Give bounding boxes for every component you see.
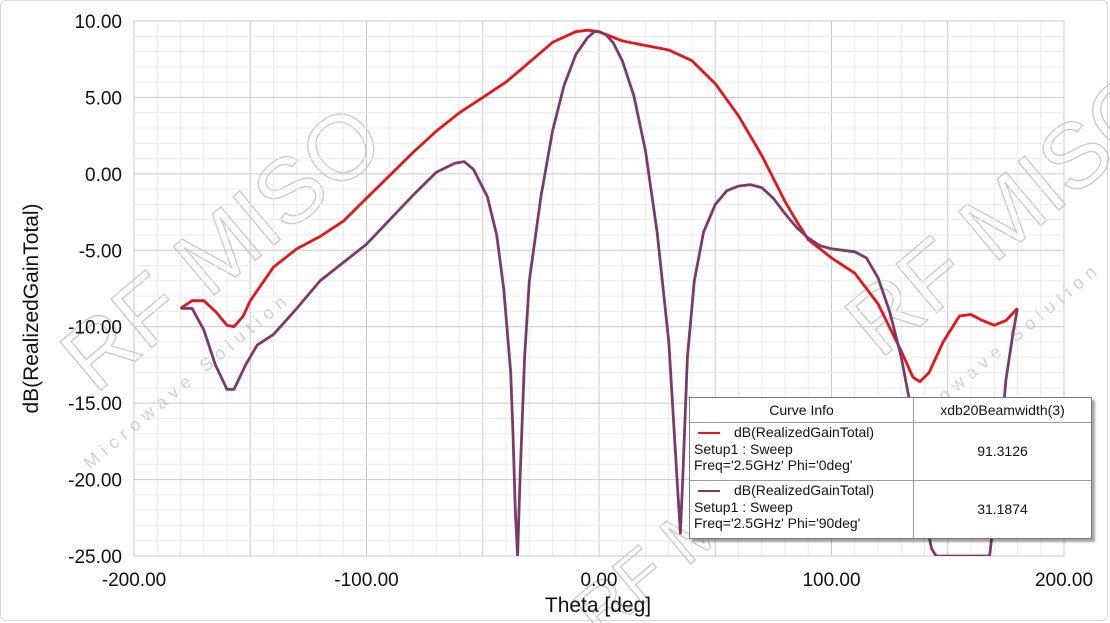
legend-variables: Freq='2.5GHz' Phi='0deg' <box>694 457 853 473</box>
series-line <box>179 28 1019 384</box>
x-tick-label: 200.00 <box>1035 570 1093 591</box>
legend-curve-cell: dB(RealizedGainTotal) Setup1 : Sweep Fre… <box>690 423 914 480</box>
y-tick-label: -25.00 <box>68 547 122 568</box>
y-tick-label: -10.00 <box>68 318 122 339</box>
legend-beamwidth-value: 91.3126 <box>977 443 1028 459</box>
axis-ticks: -200.00 -100.00 0.00 100.00 200.00 10.00 5.00 0… <box>68 12 1093 591</box>
x-tick-label: 0.00 <box>581 570 618 591</box>
legend-header-curve: Curve Info <box>690 398 914 423</box>
legend-swatch <box>698 432 720 434</box>
y-tick-label: 5.00 <box>85 88 122 109</box>
legend-row[interactable]: dB(RealizedGainTotal) Setup1 : Sweep Fre… <box>690 423 1091 481</box>
legend-setup: Setup1 : Sweep <box>694 441 793 457</box>
legend-curve-name: dB(RealizedGainTotal) <box>734 424 875 440</box>
x-axis-title: Theta [deg] <box>545 594 651 617</box>
curve-info-legend[interactable]: Curve Info xdb20Beamwidth(3) dB(Realized… <box>689 397 1092 539</box>
y-tick-label: -15.00 <box>68 394 122 415</box>
legend-header-value: xdb20Beamwidth(3) <box>914 398 1091 423</box>
legend-variables: Freq='2.5GHz' Phi='90deg' <box>694 515 861 531</box>
legend-row[interactable]: dB(RealizedGainTotal) Setup1 : Sweep Fre… <box>690 481 1091 538</box>
legend-curve-name: dB(RealizedGainTotal) <box>734 482 875 498</box>
y-tick-label: 10.00 <box>74 12 122 33</box>
y-tick-label: 0.00 <box>85 165 122 186</box>
plot-series <box>179 28 1019 556</box>
y-tick-label: -5.00 <box>79 241 122 262</box>
series-line <box>180 30 1019 556</box>
legend-curve-cell: dB(RealizedGainTotal) Setup1 : Sweep Fre… <box>690 481 914 538</box>
y-axis-title: dB(RealizedGainTotal) <box>20 203 43 413</box>
legend-beamwidth-value: 31.1874 <box>977 501 1028 517</box>
x-tick-label: 100.00 <box>802 570 860 591</box>
y-tick-label: -20.00 <box>68 471 122 492</box>
x-tick-label: -100.00 <box>334 570 398 591</box>
plot-grid <box>133 20 1065 557</box>
x-tick-label: -200.00 <box>102 570 166 591</box>
legend-swatch <box>698 490 720 492</box>
legend-setup: Setup1 : Sweep <box>694 499 793 515</box>
